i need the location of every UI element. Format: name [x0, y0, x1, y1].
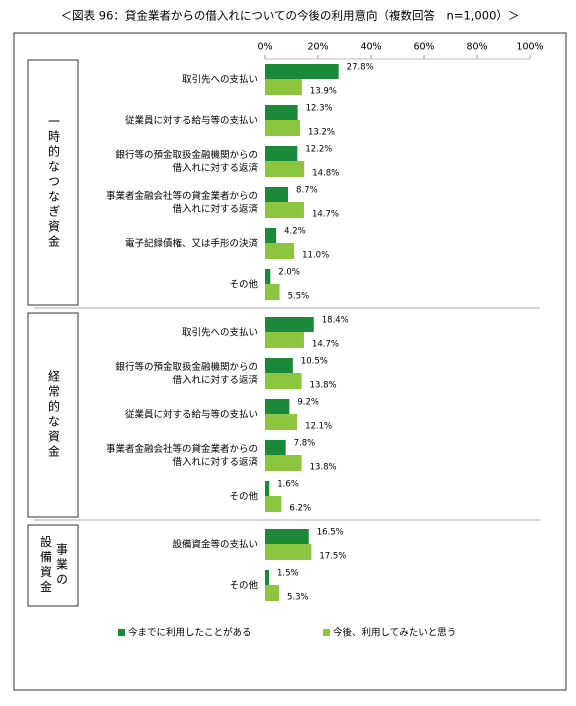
value-label: 8.7%	[296, 186, 318, 196]
bar	[265, 64, 339, 79]
bar	[265, 496, 282, 512]
legend-swatch	[323, 629, 330, 636]
x-tick-label: 100%	[516, 42, 543, 53]
value-label: 13.8%	[310, 463, 337, 473]
value-label: 1.5%	[277, 569, 299, 579]
category-label: 事業者金融会社等の貸金業者からの	[106, 443, 258, 455]
value-label: 6.2%	[289, 504, 311, 514]
category-label: 取引先への支払い	[182, 327, 258, 339]
bar	[265, 202, 304, 218]
category-label: 銀行等の預金取扱金融機関からの	[115, 149, 258, 161]
chart-frame	[13, 32, 567, 691]
bar	[265, 332, 304, 348]
bar	[265, 79, 302, 95]
bar	[265, 440, 286, 455]
bar	[265, 529, 309, 544]
category-label: その他	[229, 580, 258, 592]
category-label: 銀行等の預金取扱金融機関からの	[115, 361, 258, 373]
category-label: 借入れに対する返済	[172, 162, 258, 174]
group-label: 設備資金	[39, 534, 53, 595]
value-label: 1.6%	[277, 480, 299, 490]
category-label: 借入れに対する返済	[172, 456, 258, 468]
category-label: 借入れに対する返済	[172, 374, 258, 386]
bar	[265, 243, 295, 259]
category-label: 事業者金融会社等の貸金業者からの	[106, 190, 258, 202]
value-label: 18.4%	[322, 316, 349, 326]
value-label: 17.5%	[319, 552, 346, 562]
bar	[265, 317, 314, 332]
value-label: 2.0%	[278, 268, 300, 278]
value-label: 5.3%	[287, 593, 309, 603]
category-label: その他	[229, 279, 258, 291]
value-label: 10.5%	[301, 357, 328, 367]
value-label: 13.2%	[308, 128, 335, 138]
group-box	[27, 59, 79, 306]
category-label: 従業員に対する給与等の支払い	[125, 115, 258, 127]
group-box	[27, 524, 79, 607]
group-label: 事業の	[55, 543, 69, 588]
x-tick-label: 0%	[257, 42, 272, 53]
value-label: 4.2%	[284, 227, 306, 237]
bar	[265, 358, 293, 373]
value-label: 5.5%	[288, 292, 310, 302]
value-label: 16.5%	[317, 528, 344, 538]
category-label: 取引先への支払い	[182, 74, 258, 86]
bar	[265, 120, 300, 136]
value-label: 14.7%	[312, 340, 339, 350]
legend-label: 今までに利用したことがある	[128, 627, 252, 639]
value-label: 27.8%	[347, 63, 374, 73]
x-tick-label: 20%	[307, 42, 328, 53]
group-label: 一時的なつなぎ資金	[47, 115, 61, 250]
category-label: 設備資金等の支払い	[172, 539, 258, 551]
bar	[265, 544, 312, 560]
value-label: 7.8%	[294, 439, 316, 449]
group-label: 経常的な資金	[47, 370, 61, 460]
value-label: 14.7%	[312, 210, 339, 220]
bar	[265, 373, 302, 389]
bar	[265, 187, 289, 202]
value-label: 11.0%	[302, 251, 329, 261]
bar	[265, 161, 305, 177]
bar	[265, 146, 298, 161]
bar	[265, 105, 298, 120]
bar	[265, 284, 280, 300]
value-label: 13.8%	[310, 381, 337, 391]
bar	[265, 399, 290, 414]
value-label: 12.3%	[306, 104, 333, 114]
bar	[265, 585, 280, 601]
bar	[265, 228, 277, 243]
x-tick-label: 80%	[466, 42, 487, 53]
bar	[265, 570, 269, 585]
category-label: 借入れに対する返済	[172, 203, 258, 215]
x-tick-label: 60%	[413, 42, 434, 53]
chart-title: ＜図表 96：貸金業者からの借入れについての今後の利用意向（複数回答 n=1,0…	[61, 9, 520, 23]
value-label: 12.2%	[305, 145, 332, 155]
value-label: 12.1%	[305, 422, 332, 432]
bar	[265, 269, 271, 284]
value-label: 9.2%	[297, 398, 319, 408]
legend-swatch	[118, 629, 125, 636]
group-box	[27, 312, 79, 518]
value-label: 14.8%	[312, 169, 339, 179]
category-label: 電子記録債権、又は手形の決済	[125, 238, 259, 250]
bar	[265, 414, 298, 430]
category-label: 従業員に対する給与等の支払い	[125, 409, 258, 421]
legend-label: 今後、利用してみたいと思う	[333, 627, 456, 639]
category-label: その他	[229, 491, 258, 503]
bar	[265, 481, 270, 496]
bar	[265, 455, 302, 471]
x-tick-label: 40%	[360, 42, 381, 53]
value-label: 13.9%	[310, 87, 337, 97]
